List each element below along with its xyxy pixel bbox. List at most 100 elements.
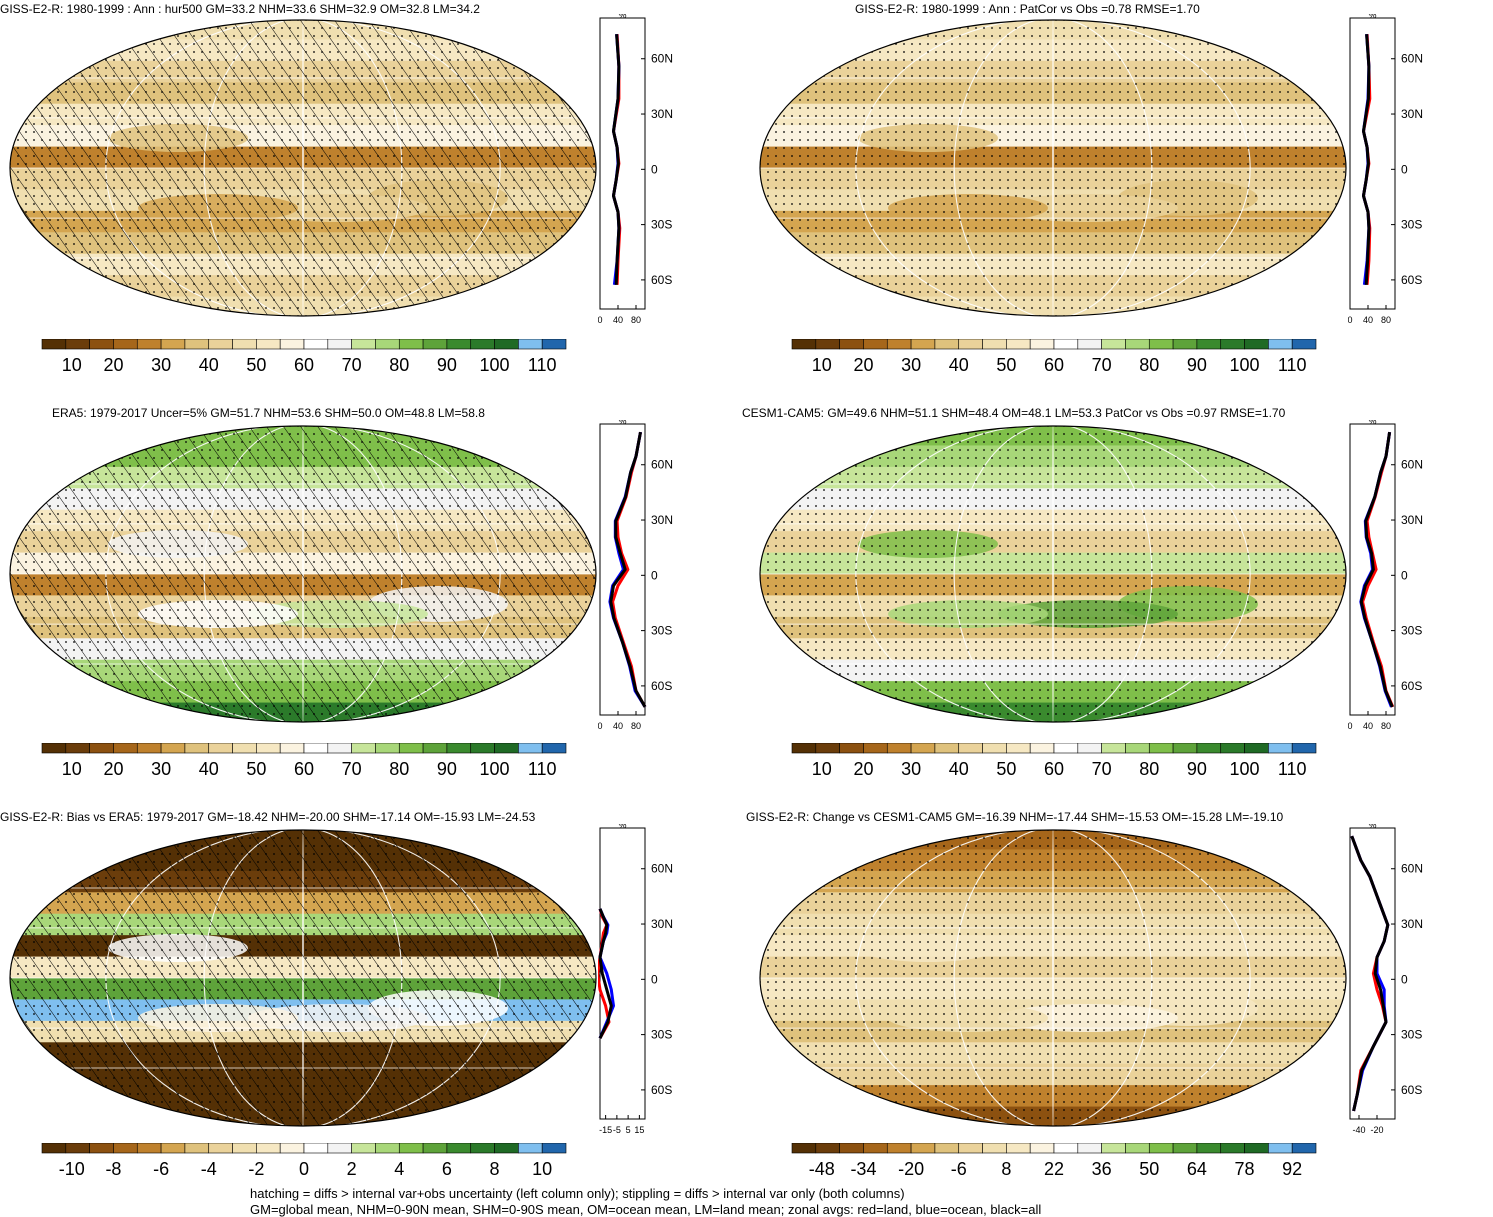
colorbar-swatch xyxy=(910,339,936,350)
colorbar-swatch xyxy=(303,1143,329,1154)
colorbar-swatch xyxy=(1101,743,1126,754)
colorbar-label: 50 xyxy=(246,759,266,779)
colorbar-label: 30 xyxy=(151,759,171,779)
colorbar-swatch xyxy=(541,339,567,350)
colorbar-label: 70 xyxy=(342,759,362,779)
colorbar-swatch xyxy=(518,339,543,350)
latitude-label: 60S xyxy=(651,273,672,287)
colorbar-swatch xyxy=(351,339,376,350)
zonal-units-label: % xyxy=(618,824,626,830)
colorbar-swatch xyxy=(1196,339,1222,350)
colorbar-label: 30 xyxy=(151,355,171,375)
colorbar-label: 50 xyxy=(996,759,1016,779)
latitude-label: 30N xyxy=(1401,513,1423,527)
colorbar-swatch xyxy=(1244,339,1269,350)
colorbar-label: 110 xyxy=(1278,355,1307,375)
colorbar: -48 -34 -20 -6 8 22 36 50 64 78 92 xyxy=(791,1143,1317,1179)
map-border xyxy=(759,19,1347,317)
zonal-series-all xyxy=(1350,835,1390,1112)
colorbar-label: 90 xyxy=(437,355,457,375)
colorbar-swatch xyxy=(1291,743,1317,754)
colorbar-swatch xyxy=(1196,743,1222,754)
latitude-label: 0 xyxy=(1401,972,1408,986)
colorbar-label: 70 xyxy=(342,355,362,375)
colorbar-swatch xyxy=(208,743,233,754)
colorbar-swatch xyxy=(1148,743,1174,754)
colorbar-swatch xyxy=(89,339,114,350)
latitude-label: 0 xyxy=(651,568,658,582)
colorbar-swatch xyxy=(351,1143,376,1154)
colorbar-swatch xyxy=(422,1143,448,1154)
colorbar-label: 60 xyxy=(294,355,314,375)
panel-title: GISS-E2-R: 1980-1999 : Ann : hur500 GM=3… xyxy=(0,2,480,16)
zonal-units-label: % xyxy=(618,420,626,426)
zonal-x-tick: 80 xyxy=(1381,315,1391,325)
colorbar-swatch xyxy=(136,743,162,754)
colorbar-swatch xyxy=(65,743,90,754)
map-border xyxy=(759,425,1347,723)
colorbar-label: 22 xyxy=(1044,1159,1064,1179)
colorbar-label: 70 xyxy=(1092,759,1112,779)
colorbar-label: 6 xyxy=(442,1159,452,1179)
colorbar-label: 10 xyxy=(62,355,82,375)
zonal-x-tick: 80 xyxy=(631,721,641,731)
latitude-label: 30N xyxy=(651,917,673,931)
latitude-label: 60N xyxy=(1401,862,1423,876)
colorbar-swatch xyxy=(232,339,257,350)
colorbar-swatch xyxy=(815,339,840,350)
latitude-label: 60N xyxy=(651,458,673,472)
zonal-mean-plot: % 60N 30N 0 30S 60S -40 -20 xyxy=(1349,824,1423,1135)
latitude-label: 30S xyxy=(651,1028,672,1042)
colorbar-swatch xyxy=(89,743,114,754)
colorbar-swatch xyxy=(184,743,210,754)
latitude-label: 60N xyxy=(1401,52,1423,66)
colorbar-swatch xyxy=(839,743,864,754)
colorbar-label: 90 xyxy=(1187,355,1207,375)
colorbar: -10 -8 -6 -4 -2 0 2 4 6 8 10 xyxy=(41,1143,567,1179)
zonal-mean-plot: % 60N 30N 0 30S 60S 0 40 80 xyxy=(598,14,673,325)
colorbar-label: 100 xyxy=(480,759,510,779)
colorbar-swatch xyxy=(1291,339,1317,350)
colorbar-swatch xyxy=(375,743,400,754)
colorbar-label: 110 xyxy=(528,759,557,779)
colorbar-swatch xyxy=(160,339,186,350)
colorbar-swatch xyxy=(1148,1143,1174,1154)
colorbar-swatch xyxy=(934,1143,960,1154)
colorbar-swatch xyxy=(446,743,472,754)
colorbar-swatch xyxy=(1244,1143,1269,1154)
robinson-map xyxy=(9,425,597,723)
colorbar-label: 10 xyxy=(532,1159,552,1179)
colorbar-swatch xyxy=(982,339,1007,350)
colorbar-swatch xyxy=(279,339,305,350)
colorbar-swatch xyxy=(1029,1143,1055,1154)
colorbar-label: 10 xyxy=(62,759,82,779)
colorbar-label: -8 xyxy=(105,1159,121,1179)
colorbar-label: -4 xyxy=(201,1159,217,1179)
latitude-label: 60S xyxy=(1401,273,1422,287)
colorbar-label: 36 xyxy=(1092,1159,1112,1179)
colorbar-swatch xyxy=(279,1143,305,1154)
robinson-map xyxy=(759,19,1347,317)
colorbar-swatch xyxy=(934,339,960,350)
colorbar-label: 40 xyxy=(199,759,219,779)
colorbar-swatch xyxy=(886,743,912,754)
colorbar-label: -2 xyxy=(248,1159,264,1179)
latitude-label: 0 xyxy=(1401,568,1408,582)
colorbar-label: 60 xyxy=(294,759,314,779)
colorbar-swatch xyxy=(1077,339,1102,350)
panel-title: GISS-E2-R: Change vs CESM1-CAM5 GM=-16.3… xyxy=(746,810,1284,824)
colorbar-swatch xyxy=(541,743,567,754)
colorbar-label: 80 xyxy=(389,759,409,779)
colorbar-swatch xyxy=(863,743,888,754)
colorbar-swatch xyxy=(1053,339,1079,350)
colorbar-label: 100 xyxy=(1230,759,1260,779)
colorbar-swatch xyxy=(256,339,281,350)
colorbar-swatch xyxy=(422,339,448,350)
zonal-series-all xyxy=(612,34,621,285)
colorbar-swatch xyxy=(934,743,960,754)
colorbar-swatch xyxy=(470,743,495,754)
colorbar-swatch xyxy=(494,339,519,350)
colorbar-swatch xyxy=(541,1143,567,1154)
colorbar-swatch xyxy=(41,743,67,754)
colorbar: 10 20 30 40 50 60 70 80 90 100 110 xyxy=(41,339,567,375)
